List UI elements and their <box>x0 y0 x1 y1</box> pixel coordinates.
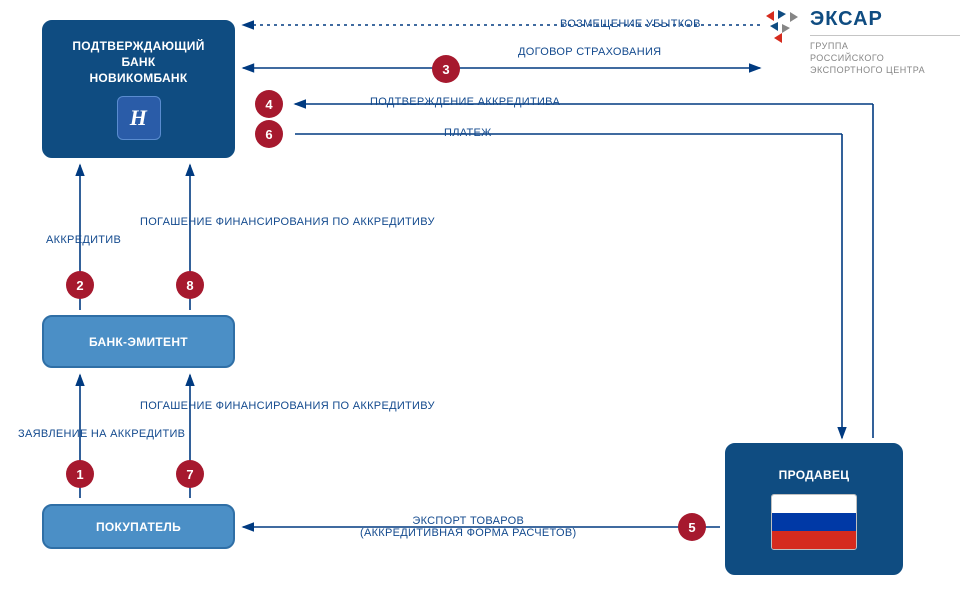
node-seller: ПРОДАВЕЦ <box>725 443 903 575</box>
novikombank-logo-icon: H <box>117 96 161 140</box>
node-buyer-label: ПОКУПАТЕЛЬ <box>96 520 181 534</box>
label-compensation: ВОЗМЕЩЕНИЕ УБЫТКОВ <box>560 18 701 30</box>
node-issuing-bank-label: БАНК-ЭМИТЕНТ <box>89 335 188 349</box>
step-badge-2: 2 <box>66 271 94 299</box>
step-badge-1: 1 <box>66 460 94 488</box>
eksar-logo-title: ЭКСАР <box>810 8 960 31</box>
label-insurance: ДОГОВОР СТРАХОВАНИЯ <box>518 46 661 58</box>
label-export: ЭКСПОРТ ТОВАРОВ (АККРЕДИТИВНАЯ ФОРМА РАС… <box>360 515 577 539</box>
step-badge-8: 8 <box>176 271 204 299</box>
node-confirming-bank: ПОДТВЕРЖДАЮЩИЙ БАНК НОВИКОМБАНК H <box>42 20 235 158</box>
eksar-logo-subtitle: ГРУППА РОССИЙСКОГО ЭКСПОРТНОГО ЦЕНТРА <box>810 40 960 76</box>
diagram-canvas: ПОДТВЕРЖДАЮЩИЙ БАНК НОВИКОМБАНК H БАНК-Э… <box>0 0 969 598</box>
label-payment: ПЛАТЕЖ <box>444 127 492 139</box>
eksar-logo: ЭКСАР ГРУППА РОССИЙСКОГО ЭКСПОРТНОГО ЦЕН… <box>760 8 960 76</box>
step-badge-6: 6 <box>255 120 283 148</box>
step-badge-3: 3 <box>432 55 460 83</box>
step-badge-4: 4 <box>255 90 283 118</box>
label-repay_top: ПОГАШЕНИЕ ФИНАНСИРОВАНИЯ ПО АККРЕДИТИВУ <box>140 216 435 228</box>
eksar-logo-icon <box>760 8 806 48</box>
node-buyer: ПОКУПАТЕЛЬ <box>42 504 235 549</box>
label-lc: АККРЕДИТИВ <box>46 234 121 246</box>
step-badge-7: 7 <box>176 460 204 488</box>
node-issuing-bank: БАНК-ЭМИТЕНТ <box>42 315 235 368</box>
label-application: ЗАЯВЛЕНИЕ НА АККРЕДИТИВ <box>18 428 185 440</box>
label-confirmation: ПОДТВЕРЖДЕНИЕ АККРЕДИТИВА <box>370 96 560 108</box>
node-confirming-bank-label: ПОДТВЕРЖДАЮЩИЙ БАНК НОВИКОМБАНК <box>72 38 204 87</box>
node-seller-label: ПРОДАВЕЦ <box>779 468 850 482</box>
russia-flag-icon <box>771 494 857 550</box>
label-repay_bottom: ПОГАШЕНИЕ ФИНАНСИРОВАНИЯ ПО АККРЕДИТИВУ <box>140 400 435 412</box>
step-badge-5: 5 <box>678 513 706 541</box>
